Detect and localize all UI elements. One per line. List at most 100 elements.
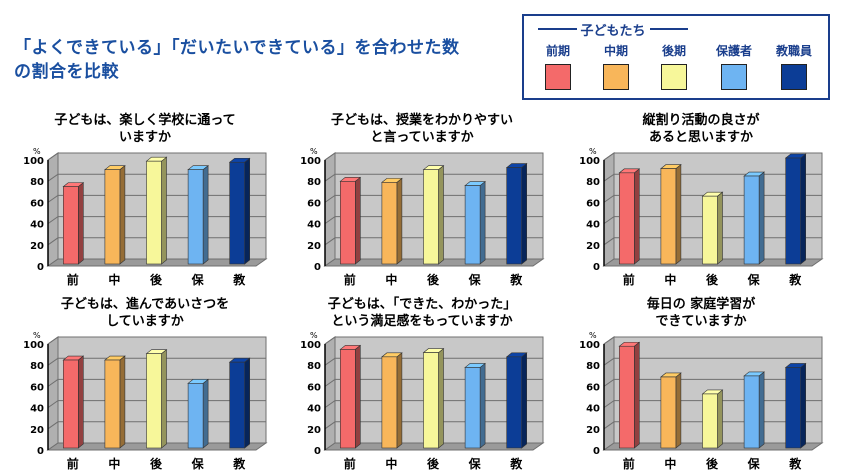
y-tick-label: 60	[30, 198, 44, 209]
x-tick-label: 前	[344, 456, 356, 471]
bar-side	[161, 349, 167, 449]
bar	[505, 352, 528, 449]
bar-side	[202, 378, 209, 449]
legend-swatch	[661, 64, 687, 90]
bar-side	[355, 344, 361, 449]
legend-label: 中期	[603, 44, 628, 58]
x-tick-label: 保	[747, 272, 761, 287]
bar-front	[423, 352, 439, 449]
bar	[701, 389, 724, 449]
bar	[381, 177, 403, 265]
bar-side	[244, 157, 250, 265]
y-tick-label: 20	[586, 241, 600, 252]
bar-side	[438, 347, 444, 449]
x-tick-label: 後	[706, 456, 719, 471]
chart-6: 毎日の 家庭学習が できていますか % 0 20 40 60 80 100 前 中 後 保 教	[566, 296, 836, 476]
bar	[743, 171, 765, 265]
percent-unit-label: %	[310, 331, 318, 340]
bar-front	[743, 175, 760, 265]
bar	[339, 344, 362, 449]
page-title: 「よくできている」「だいたいできている」を合わせた数 の割合を比較	[14, 38, 460, 82]
y-tick-label: 40	[30, 404, 44, 415]
bar-side	[634, 168, 640, 265]
gridline	[603, 357, 822, 366]
gridline	[47, 357, 266, 366]
bar	[701, 191, 724, 265]
x-tick-label: 中	[108, 272, 120, 287]
x-tick-label: 保	[468, 272, 482, 287]
bar-chart-1: 0 20 40 60 80 100 前 中 後 保 教	[23, 152, 268, 287]
bar-front	[660, 168, 677, 265]
y-tick-label: 60	[586, 382, 600, 393]
bar-front	[229, 161, 245, 265]
bar	[784, 362, 807, 449]
bar-front	[506, 356, 522, 449]
bar-front	[229, 361, 245, 449]
bar-side	[479, 362, 486, 449]
bar-front	[187, 169, 204, 265]
chart-title: 縦割り活動の良さが あると思いますか	[642, 113, 760, 145]
bar-chart-3: 0 20 40 60 80 100 前 中 後 保 教	[579, 152, 824, 287]
bar-front	[423, 169, 439, 265]
gridline	[47, 152, 266, 161]
gridline	[324, 152, 543, 161]
y-tick-label: 80	[586, 177, 600, 188]
legend-swatch	[781, 64, 807, 90]
bar	[422, 347, 445, 449]
y-tick-label: 80	[307, 177, 321, 188]
gridline	[324, 173, 543, 182]
x-tick-label: 中	[108, 456, 120, 471]
y-tick-label: 100	[23, 340, 44, 351]
y-tick-label: 20	[586, 425, 600, 436]
x-tick-label: 前	[67, 272, 79, 287]
y-tick-label: 80	[307, 361, 321, 372]
bar	[104, 355, 126, 449]
x-tick-label: 前	[623, 272, 635, 287]
y-tick-label: 40	[586, 220, 600, 231]
bar-side	[634, 341, 640, 449]
bar	[422, 165, 445, 265]
plot-side-wall	[324, 152, 336, 267]
x-tick-label: 教	[232, 456, 246, 471]
legend-label: 前期	[545, 44, 570, 58]
x-tick-label: 中	[664, 456, 676, 471]
y-tick-label: 100	[300, 340, 321, 351]
bar-front	[146, 353, 162, 449]
y-tick-label: 20	[30, 425, 44, 436]
x-tick-label: 前	[623, 456, 635, 471]
plot-side-wall	[603, 336, 615, 451]
bar-side	[78, 181, 84, 265]
y-tick-label: 20	[307, 425, 321, 436]
legend-group-header: 子どもたち	[538, 20, 689, 39]
bar-front	[62, 186, 79, 265]
x-tick-label: 後	[150, 456, 163, 471]
chart-3: 縦割り活動の良さが あると思いますか % 0 20 40 60 80 100 前 中 後 保 教	[566, 112, 836, 292]
y-tick-label: 100	[579, 156, 600, 167]
bar	[187, 165, 209, 265]
legend: 子どもたち 前期 中期 後期 保護者 教職員	[522, 14, 830, 100]
bar	[104, 165, 126, 265]
chart-title: 毎日の 家庭学習が できていますか	[646, 297, 756, 329]
legend-item-koki: 後期	[644, 42, 704, 90]
bar-side	[355, 176, 361, 265]
bar	[339, 176, 362, 265]
y-tick-label: 60	[307, 198, 321, 209]
bar	[660, 163, 682, 265]
bar-front	[339, 349, 356, 449]
bar-front	[339, 181, 356, 265]
percent-unit-label: %	[310, 147, 318, 156]
bar-front	[618, 172, 635, 265]
y-tick-label: 60	[586, 198, 600, 209]
chart-5: 子どもは、「できた、わかった」 という満足感をもっていますか % 0 20 40 60…	[287, 296, 557, 476]
x-tick-label: 中	[385, 456, 397, 471]
x-tick-label: 保	[191, 272, 205, 287]
bar-side	[717, 191, 723, 265]
bar	[145, 349, 168, 449]
x-tick-label: 前	[67, 456, 79, 471]
legend-swatch	[545, 64, 571, 90]
chart-title: 子どもは、楽しく学校に通って いますか	[54, 113, 236, 145]
bar-front	[464, 367, 481, 449]
y-tick-label: 80	[30, 361, 44, 372]
chart-1: 子どもは、楽しく学校に通って いますか % 0 20 40 60 80 100 前 中 後 保 教	[10, 112, 280, 292]
percent-unit-label: %	[589, 331, 597, 340]
